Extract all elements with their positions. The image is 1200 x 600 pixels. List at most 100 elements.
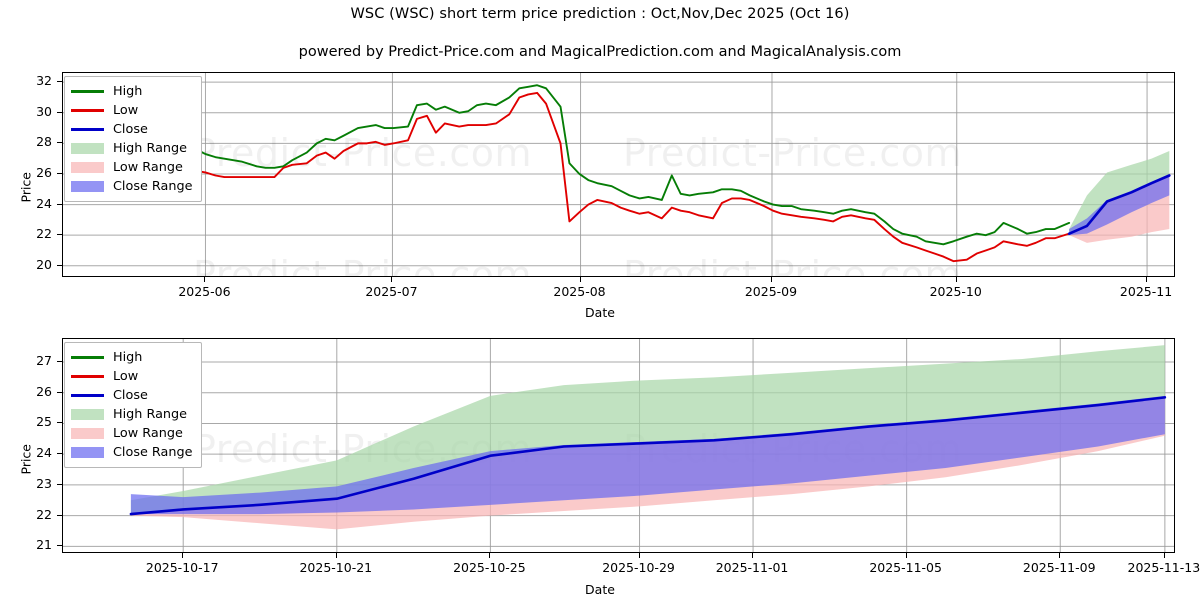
- legend-item-label: Close: [113, 122, 148, 137]
- y-tick-label: 24: [36, 195, 52, 211]
- legend-item[interactable]: Close Range: [71, 443, 193, 462]
- x-tick-mark: [1059, 553, 1061, 558]
- series-detail: [129, 345, 1167, 530]
- legend-swatch-high-range-icon: [71, 408, 104, 421]
- x-tick-mark: [1146, 277, 1148, 282]
- legend-item-label: Close Range: [113, 445, 193, 460]
- legend-item-label: Low: [113, 103, 139, 118]
- x-tick-mark: [1163, 553, 1165, 558]
- y-tick-label: 28: [36, 134, 52, 150]
- x-tick-label: 2025-06: [178, 284, 231, 299]
- y-tick-mark: [57, 422, 62, 424]
- legend-item[interactable]: Close Range: [71, 177, 193, 196]
- gridlines-overview: [63, 73, 1174, 276]
- chart-subtitle: powered by Predict-Price.com and Magical…: [298, 44, 902, 60]
- x-tick-mark: [182, 553, 184, 558]
- legend-item[interactable]: High: [71, 348, 193, 367]
- legend-item[interactable]: High Range: [71, 405, 193, 424]
- y-tick-label: 21: [36, 537, 52, 553]
- y-tick-label: 26: [36, 383, 52, 399]
- legend-item[interactable]: High Range: [71, 139, 193, 158]
- legend-item-label: High: [113, 350, 143, 365]
- legend-swatch-high-range-icon: [71, 142, 104, 155]
- y-tick-mark: [57, 545, 62, 547]
- y-tick-mark: [57, 203, 62, 205]
- plot-area-detail: Predict-Price.com Predict-Price.com: [62, 338, 1175, 553]
- legend-swatch-close-icon: [71, 389, 104, 402]
- x-tick-label: 2025-11-09: [1022, 560, 1096, 575]
- x-tick-label: 2025-10-25: [453, 560, 526, 575]
- x-tick-label: 2025-07: [365, 284, 418, 299]
- x-tick-label: 2025-10-21: [299, 560, 373, 575]
- y-tick-mark: [57, 453, 62, 455]
- y-tick-label: 24: [36, 445, 52, 461]
- legend-item-label: High Range: [113, 141, 188, 156]
- y-tick-mark: [57, 483, 62, 485]
- legend-item[interactable]: Close: [71, 386, 193, 405]
- panel-forecast-detail: Price Predict-Price.com Predict-Price.co…: [0, 320, 1200, 600]
- y-tick-mark: [57, 514, 62, 516]
- legend-item-label: High: [113, 84, 143, 99]
- legend-overview: High Low Close High Range Low Range Close Ran…: [64, 76, 202, 202]
- x-tick-mark: [489, 553, 491, 558]
- y-tick-label: 30: [36, 103, 52, 119]
- legend-swatch-close-range-icon: [71, 446, 104, 459]
- y-tick-mark: [57, 111, 62, 113]
- y-tick-mark: [57, 142, 62, 144]
- x-tick-mark: [638, 553, 640, 558]
- y-tick-label: 25: [36, 414, 52, 430]
- y-tick-mark: [57, 81, 62, 83]
- chart-title: WSC (WSC) short term price prediction : …: [350, 6, 850, 22]
- y-tick-mark: [57, 234, 62, 236]
- legend-item[interactable]: Low: [71, 367, 193, 386]
- x-tick-label: 2025-09: [744, 284, 798, 299]
- x-tick-label: 2025-11: [1119, 284, 1173, 299]
- legend-swatch-high-icon: [71, 351, 104, 364]
- y-tick-label: 22: [36, 506, 52, 522]
- legend-item[interactable]: High: [71, 82, 193, 101]
- legend-swatch-close-range-icon: [71, 180, 104, 193]
- y-tick-mark: [57, 361, 62, 363]
- y-tick-label: 27: [36, 353, 52, 369]
- legend-item[interactable]: Low: [71, 101, 193, 120]
- legend-swatch-low-range-icon: [71, 427, 104, 440]
- y-tick-label: 26: [36, 164, 52, 180]
- series-overview: [145, 84, 1171, 263]
- legend-item-label: Low Range: [113, 160, 183, 175]
- y-tick-label: 20: [36, 256, 52, 272]
- legend-swatch-low-icon: [71, 104, 104, 117]
- y-tick-mark: [57, 172, 62, 174]
- panel-overview: Price Predict-Price.com Predict-Price.co…: [19, 72, 1175, 320]
- legend-swatch-close-icon: [71, 123, 104, 136]
- legend-detail: High Low Close High Range Low Range Close Ran…: [64, 342, 202, 468]
- x-tick-label: 2025-10-29: [602, 560, 675, 575]
- plot-area-overview: Predict-Price.com Predict-Price.com Pred…: [62, 72, 1175, 277]
- x-tick-mark: [752, 553, 754, 558]
- legend-item-label: High Range: [113, 407, 188, 422]
- legend-item-label: Close: [113, 388, 148, 403]
- legend-item-label: Low: [113, 369, 139, 384]
- y-tick-label: 32: [36, 73, 52, 89]
- legend-swatch-high-icon: [71, 85, 104, 98]
- legend-item[interactable]: Low Range: [71, 424, 193, 443]
- x-tick-label: 2025-11-05: [869, 560, 942, 575]
- y-tick-label: 23: [36, 475, 52, 491]
- axis-label-x-overview: Date: [585, 305, 615, 320]
- x-tick-label: 2025-11-01: [715, 560, 789, 575]
- x-tick-mark: [770, 277, 772, 282]
- y-tick-mark: [57, 391, 62, 393]
- x-tick-mark: [391, 277, 393, 282]
- legend-item-label: Close Range: [113, 179, 193, 194]
- legend-item[interactable]: Low Range: [71, 158, 193, 177]
- x-tick-mark: [905, 553, 907, 558]
- y-tick-label: 22: [36, 226, 52, 242]
- legend-item[interactable]: Close: [71, 120, 193, 139]
- axis-label-x-detail: Date: [585, 582, 615, 597]
- x-tick-label: 2025-08: [553, 284, 606, 299]
- legend-swatch-low-icon: [71, 370, 104, 383]
- x-tick-label: 2025-10-17: [145, 560, 219, 575]
- x-tick-mark: [204, 277, 206, 282]
- x-tick-mark: [335, 553, 337, 558]
- x-tick-mark: [579, 277, 581, 282]
